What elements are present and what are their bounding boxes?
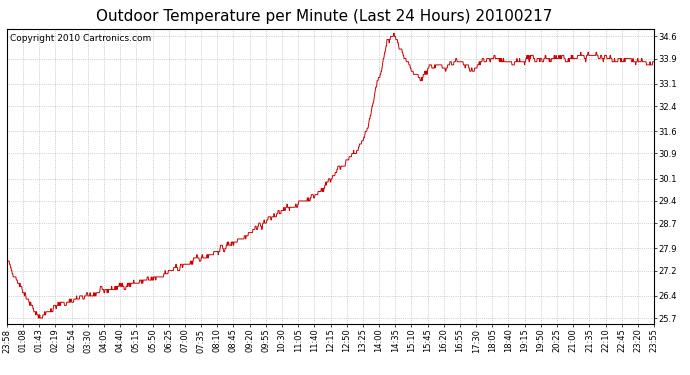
Text: Copyright 2010 Cartronics.com: Copyright 2010 Cartronics.com	[10, 34, 151, 44]
Text: Outdoor Temperature per Minute (Last 24 Hours) 20100217: Outdoor Temperature per Minute (Last 24 …	[96, 9, 553, 24]
